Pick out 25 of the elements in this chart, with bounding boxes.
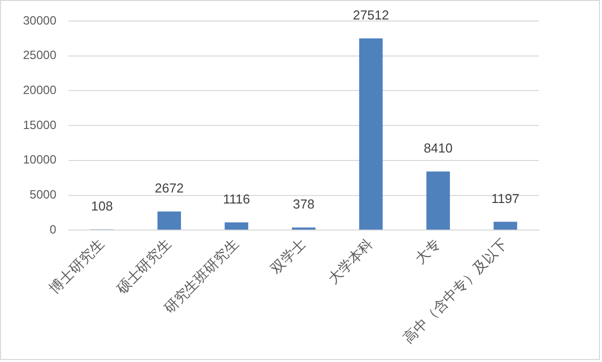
y-tick-label: 15000 <box>22 118 57 132</box>
x-tick-label: 大学本科 <box>324 236 376 287</box>
x-tick-label: 大专 <box>412 236 443 267</box>
bar <box>359 38 383 230</box>
y-tick-label: 20000 <box>22 83 57 98</box>
x-tick-label: 双学士 <box>268 236 309 277</box>
data-label: 8410 <box>424 140 453 156</box>
bar <box>494 222 518 230</box>
data-label: 108 <box>91 198 113 214</box>
data-label: 378 <box>292 196 315 212</box>
y-tick-label: 25000 <box>22 48 57 62</box>
y-tick-label: 30000 <box>22 13 57 28</box>
data-label: 27512 <box>352 7 389 22</box>
bar <box>426 172 450 230</box>
bar <box>157 212 181 230</box>
data-label: 1116 <box>222 191 250 206</box>
x-tick-label: 硕士研究生 <box>112 236 174 298</box>
x-tick-label: 博士研究生 <box>46 236 107 296</box>
bar <box>292 227 316 230</box>
data-label: 2672 <box>154 180 184 196</box>
y-tick-label: 0 <box>50 222 57 236</box>
y-tick-label: 10000 <box>22 152 57 167</box>
data-label: 1197 <box>491 190 520 206</box>
y-tick-label: 5000 <box>30 188 57 202</box>
bar <box>224 222 248 230</box>
